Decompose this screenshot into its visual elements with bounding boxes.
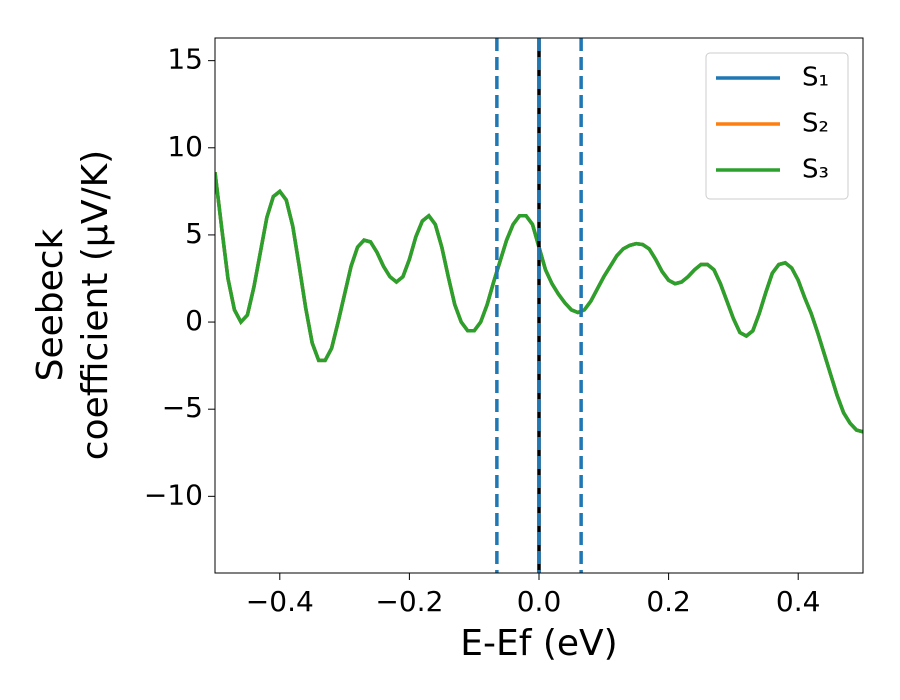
y-axis-label-line: Seebeck (30, 228, 71, 381)
y-tick-label: −10 (144, 478, 203, 511)
y-tick-label: 10 (167, 130, 203, 163)
y-tick-label: 0 (185, 304, 203, 337)
x-axis-label: E-Ef (eV) (460, 623, 617, 664)
y-tick-label: 15 (167, 43, 203, 76)
y-tick-label: 5 (185, 217, 203, 250)
x-tick-label: −0.4 (246, 585, 314, 618)
x-tick-label: 0.4 (776, 585, 821, 618)
plot-frame (214, 37, 864, 574)
x-tick-label: 0.0 (517, 585, 562, 618)
y-tick-label: −5 (162, 391, 203, 424)
y-axis-label: Seebeck coefficient (μV/K) (30, 150, 116, 460)
legend-label: S₃ (802, 155, 829, 185)
legend-box (705, 52, 849, 200)
legend-label: S₂ (802, 109, 829, 139)
y-axis-label-line: coefficient (μV/K) (75, 150, 116, 460)
x-tick-label: −0.2 (375, 585, 443, 618)
x-tick-label: 0.2 (646, 585, 691, 618)
legend-label: S₁ (802, 63, 829, 93)
